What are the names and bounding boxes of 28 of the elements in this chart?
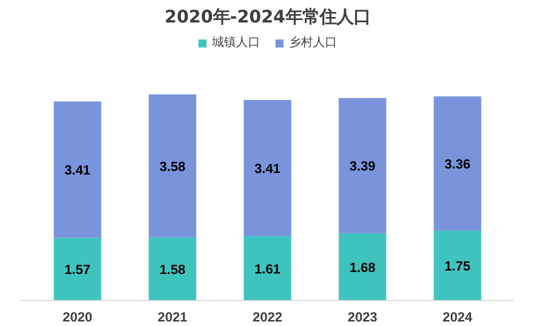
bar bbox=[244, 100, 292, 236]
bar bbox=[244, 236, 292, 300]
data-label: 1.58 bbox=[160, 262, 186, 277]
bar bbox=[148, 237, 196, 300]
x-tick-label: 2021 bbox=[158, 310, 188, 324]
bar bbox=[54, 238, 102, 300]
chart-title: 2020年-2024年常住人口 bbox=[164, 8, 370, 28]
data-label: 3.58 bbox=[160, 158, 186, 174]
x-tick-label: 2024 bbox=[442, 310, 473, 324]
data-label: 3.41 bbox=[64, 162, 92, 178]
legend-label: 城镇人口 bbox=[212, 34, 260, 51]
bar bbox=[54, 102, 102, 238]
data-label: 3.41 bbox=[254, 161, 282, 176]
data-label: 1.61 bbox=[254, 261, 282, 276]
data-label: 3.36 bbox=[444, 156, 470, 172]
bar bbox=[434, 230, 482, 300]
data-label: 1.75 bbox=[444, 258, 472, 274]
data-label: 3.39 bbox=[350, 158, 376, 174]
bar bbox=[338, 98, 386, 234]
x-tick-label: 2020 bbox=[62, 310, 92, 324]
data-label: 1.68 bbox=[350, 260, 376, 275]
x-tick-label: 2023 bbox=[348, 310, 378, 324]
legend-label: 乡村人口 bbox=[289, 34, 337, 51]
bar bbox=[338, 233, 386, 300]
x-tick-label: 2022 bbox=[252, 310, 282, 324]
bar bbox=[434, 96, 482, 231]
bar bbox=[148, 94, 196, 238]
data-label: 1.57 bbox=[64, 262, 90, 278]
